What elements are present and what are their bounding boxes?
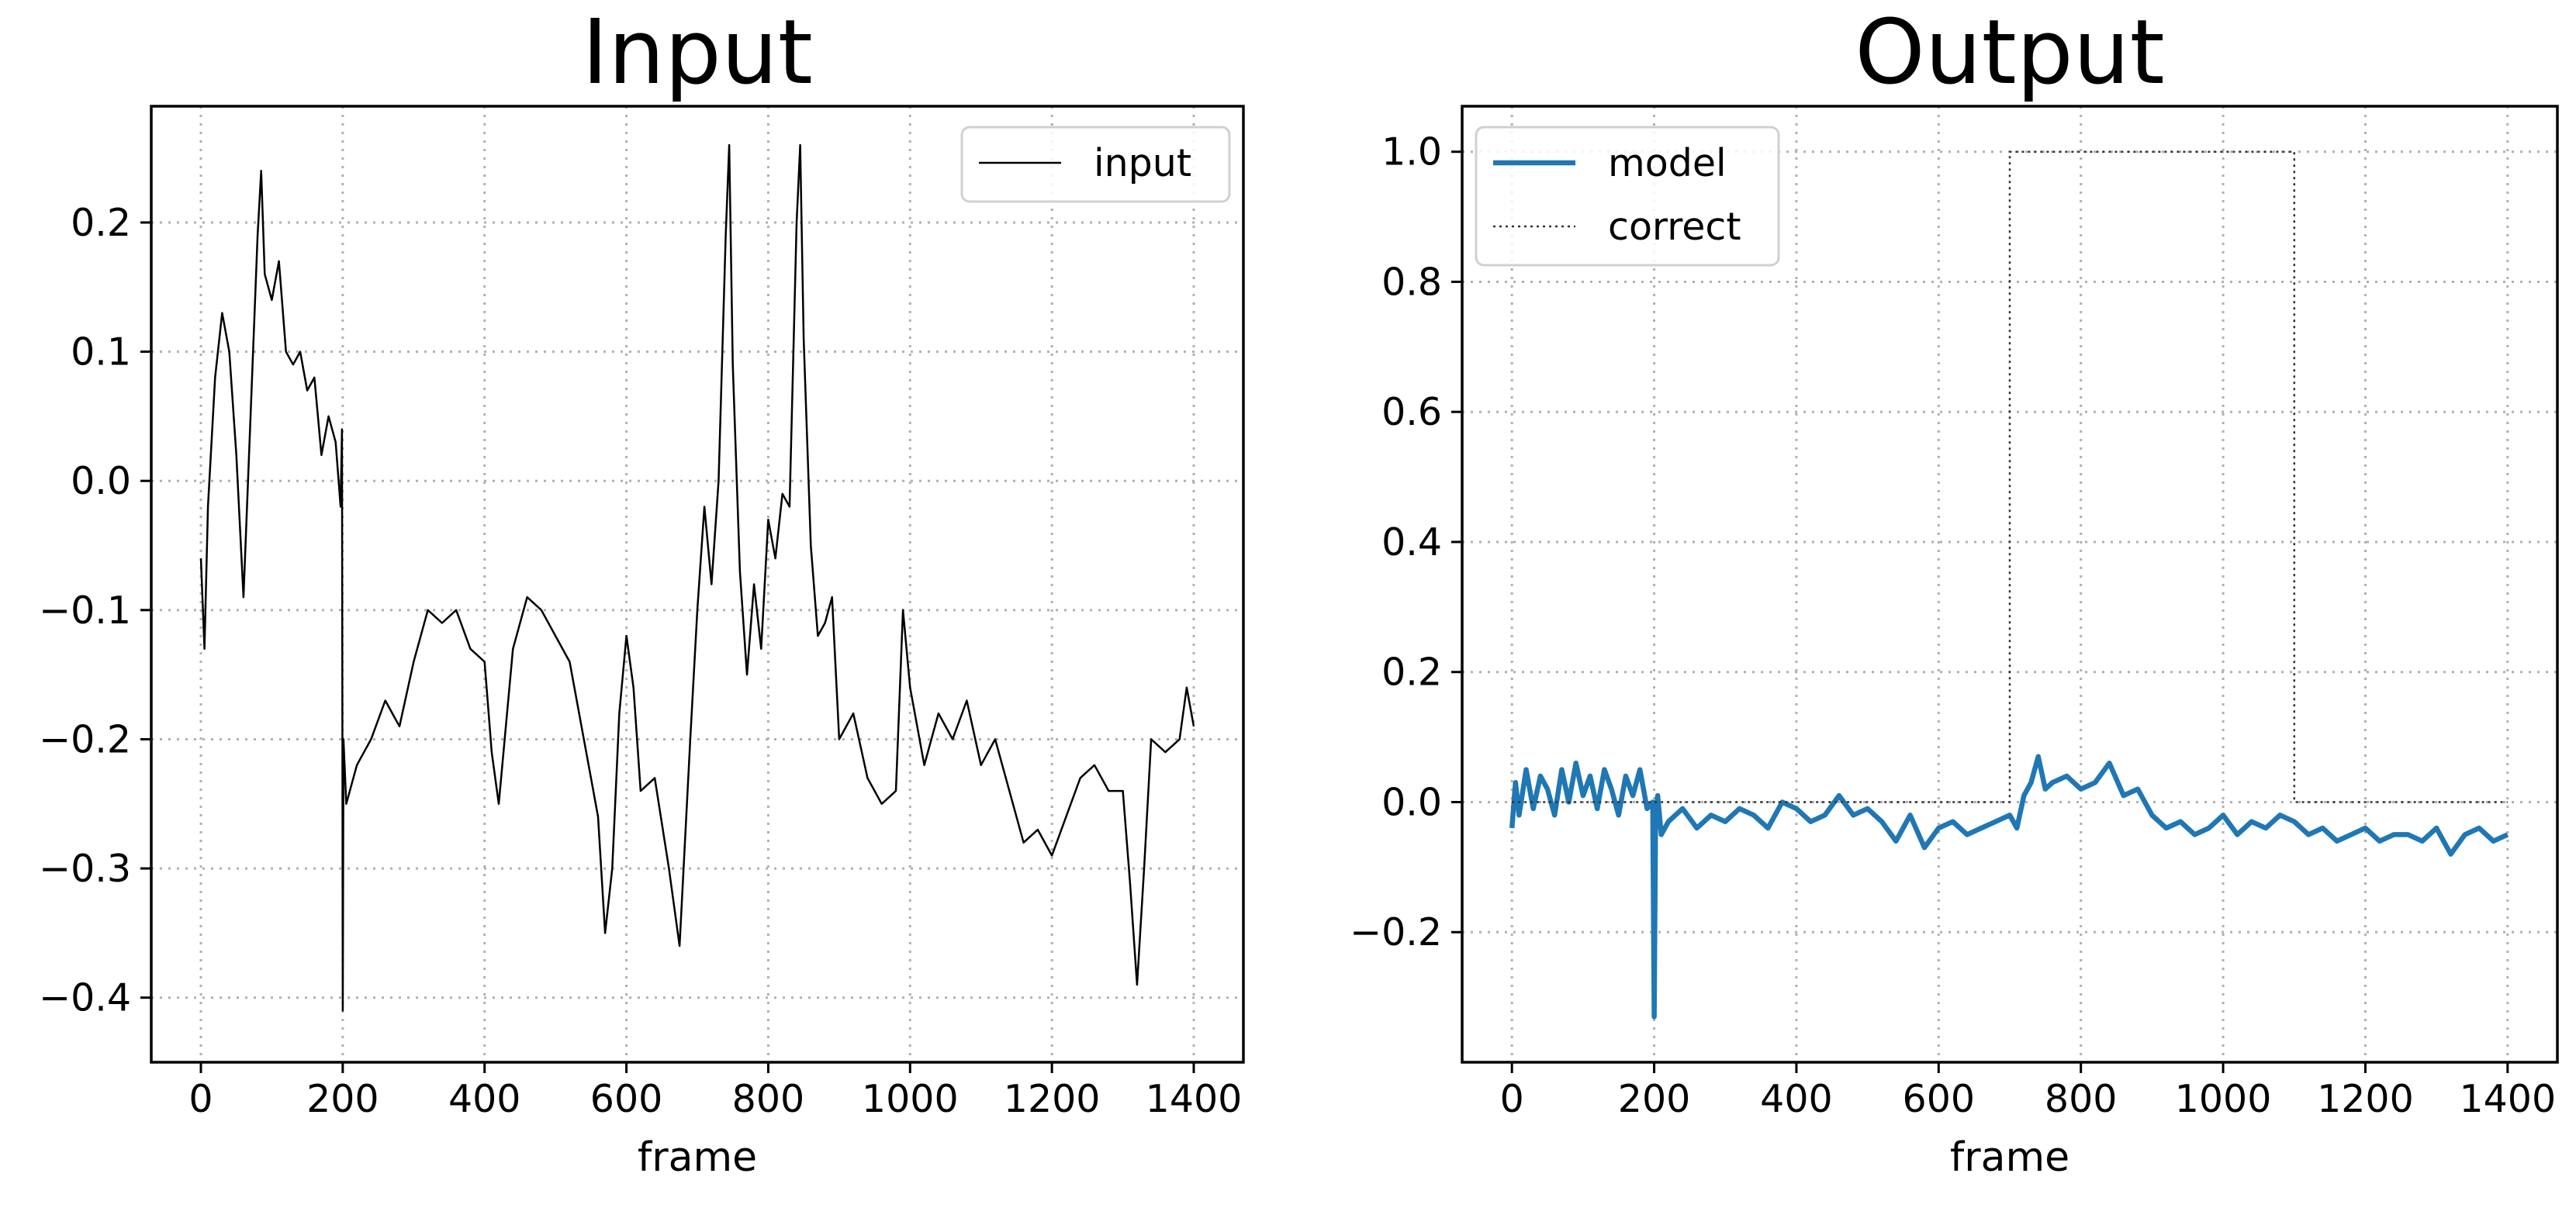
x-tick-label: 400: [448, 1077, 521, 1121]
output-panel: 0 200 400 600 800 1000 1200 1400 −0.2 0.0 0.2 0.4 0.…: [1350, 1, 2559, 1181]
y-tick-label: 1.0: [1381, 130, 1442, 174]
input-axes-frame: [150, 105, 1245, 1064]
y-tick-label: −0.2: [1350, 910, 1442, 954]
x-tick-label: 0: [1500, 1077, 1524, 1121]
y-tick-label: −0.3: [39, 847, 131, 891]
x-tick-label: 0: [188, 1077, 213, 1121]
output-x-axis-label: frame: [1950, 1134, 2069, 1181]
x-tick-label: 600: [590, 1077, 663, 1121]
y-tick-label: 0.6: [1381, 390, 1442, 434]
legend-label-correct: correct: [1608, 205, 1741, 249]
output-chart-title: Output: [1855, 1, 2164, 105]
legend-label-input: input: [1094, 141, 1191, 185]
x-tick-label: 1000: [2175, 1077, 2272, 1121]
legend-box: [960, 126, 1231, 203]
series-line-correct: [1512, 150, 2508, 803]
output-axes-frame: [1461, 105, 2559, 1064]
input-x-axis-label: frame: [638, 1134, 757, 1181]
y-tick-label: 0.4: [1381, 520, 1442, 564]
series-line-input: [199, 143, 1195, 1012]
series-line-model: [1509, 754, 2509, 1020]
y-tick-label: −0.2: [39, 717, 131, 761]
x-tick-label: 800: [2045, 1077, 2118, 1121]
x-tick-label: 1400: [1146, 1077, 1243, 1121]
x-tick-label: 1200: [1004, 1077, 1101, 1121]
y-tick-label: 0.2: [71, 201, 131, 245]
input-chart-title: Input: [582, 1, 813, 105]
y-tick-label: 0.1: [71, 330, 131, 374]
x-tick-label: 400: [1760, 1077, 1833, 1121]
x-tick-label: 1200: [2317, 1077, 2414, 1121]
x-tick-label: 1000: [862, 1077, 959, 1121]
x-tick-label: 800: [732, 1077, 805, 1121]
x-tick-label: 1400: [2459, 1077, 2556, 1121]
y-tick-label: 0.8: [1381, 260, 1442, 304]
y-tick-label: 0.0: [1381, 780, 1442, 824]
input-legend: input: [960, 126, 1231, 203]
y-tick-label: 0.2: [1381, 651, 1442, 695]
y-tick-label: 0.0: [71, 459, 131, 503]
x-tick-label: 200: [1618, 1077, 1691, 1121]
legend-label-model: model: [1608, 141, 1727, 185]
output-legend: model correct: [1475, 126, 1780, 267]
input-panel: 0 200 400 600 800 1000 1200 1400 −0.4 −0.3 −0.2 −0.…: [39, 1, 1245, 1181]
y-tick-label: −0.1: [39, 588, 131, 633]
y-tick-label: −0.4: [39, 976, 131, 1020]
x-tick-label: 200: [306, 1077, 379, 1121]
x-tick-label: 600: [1903, 1077, 1976, 1121]
